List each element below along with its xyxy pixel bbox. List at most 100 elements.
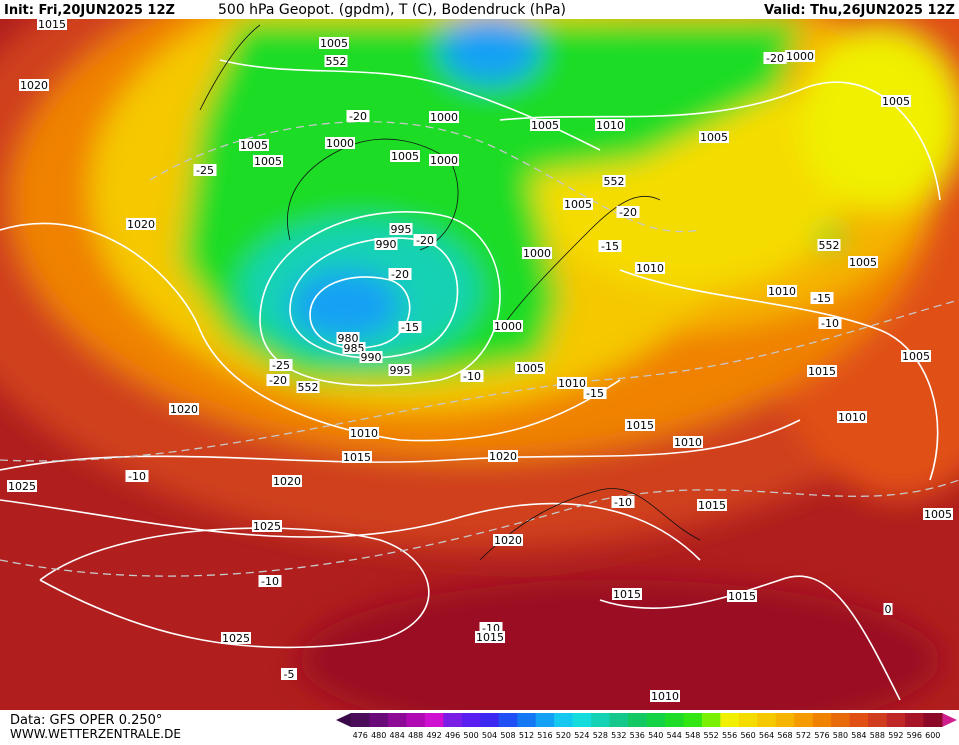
scale-swatch — [591, 713, 611, 727]
isobar — [39, 527, 430, 649]
scale-swatch — [443, 713, 463, 727]
scale-label: 512 — [519, 731, 534, 740]
label-box — [557, 377, 587, 389]
scale-label: 596 — [907, 731, 922, 740]
label-box — [37, 19, 67, 30]
label-box — [602, 175, 626, 187]
isotherm — [149, 121, 701, 233]
isoline-label: 1005 — [564, 198, 592, 211]
scale-label: 536 — [630, 731, 645, 740]
isobar — [0, 499, 701, 561]
label-box — [493, 320, 523, 332]
scale-label: 544 — [667, 731, 682, 740]
label-box — [325, 137, 355, 149]
label-box — [488, 450, 518, 462]
label-box — [398, 321, 422, 333]
label-box — [625, 419, 655, 431]
scale-swatch — [831, 713, 851, 727]
isoline-label: 552 — [819, 239, 840, 252]
isoline-label: -20 — [766, 52, 784, 65]
label-box — [126, 218, 156, 230]
isoline-label: 980 — [338, 332, 359, 345]
label-box — [429, 154, 459, 166]
isoline-label: 1005 — [516, 362, 544, 375]
isoline-label: 1020 — [489, 450, 517, 463]
label-box — [493, 534, 523, 546]
label-box — [837, 411, 867, 423]
label-box — [650, 690, 680, 702]
label-box — [388, 268, 412, 280]
scale-label: 500 — [463, 731, 478, 740]
coastline — [287, 138, 459, 251]
label-box — [818, 317, 842, 329]
scale-label: 564 — [759, 731, 774, 740]
scale-swatch — [572, 713, 592, 727]
label-box — [388, 364, 412, 376]
scale-swatch — [868, 713, 888, 727]
isobar — [289, 237, 459, 359]
label-box — [266, 374, 290, 386]
label-box — [727, 590, 757, 602]
isoline-label: 1025 — [222, 632, 250, 645]
isoline-label: -10 — [614, 496, 632, 509]
isoline-label: -15 — [813, 292, 831, 305]
isoline-label: 995 — [391, 223, 412, 236]
isoline-label: -20 — [391, 268, 409, 281]
label-box — [763, 52, 787, 64]
scale-label: 568 — [777, 731, 792, 740]
label-box — [221, 632, 251, 644]
isoline-label: -20 — [416, 234, 434, 247]
scale-swatch — [701, 713, 721, 727]
isoline-label: -20 — [269, 374, 287, 387]
isoline-label: 552 — [326, 55, 347, 68]
isoline-label: 1020 — [494, 534, 522, 547]
label-box — [616, 206, 640, 218]
scale-swatch — [849, 713, 869, 727]
scale-swatch — [923, 713, 943, 727]
label-box — [807, 365, 837, 377]
isoline-label: 1015 — [613, 588, 641, 601]
isoline-label: 1010 — [596, 119, 624, 132]
scale-label: 588 — [870, 731, 885, 740]
coastline — [499, 195, 661, 331]
website: WWW.WETTERZENTRALE.DE — [10, 727, 181, 741]
isoline-label: 985 — [344, 342, 365, 355]
label-box — [475, 631, 505, 643]
isoline-label: 1015 — [626, 419, 654, 432]
isoline-label: 1005 — [320, 37, 348, 50]
label-box — [390, 150, 420, 162]
label-box — [336, 332, 360, 344]
label-box — [598, 240, 622, 252]
isoline-label: 1015 — [343, 451, 371, 464]
scale-label: 584 — [851, 731, 866, 740]
label-box — [296, 381, 320, 393]
label-box — [583, 387, 607, 399]
label-box — [169, 403, 199, 415]
isoline-label: 1005 — [700, 131, 728, 144]
isoline-label: 990 — [376, 238, 397, 251]
isoline-label: 1005 — [902, 350, 930, 363]
color-scale: 476 480 484 488 492 496 500 504 508 512 516 520 524 5… — [336, 713, 957, 740]
isoline-label: -10 — [463, 370, 481, 383]
label-box — [269, 359, 293, 371]
isobar — [619, 269, 939, 481]
label-box — [252, 520, 282, 532]
isoline-label: 552 — [298, 381, 319, 394]
scale-label: 508 — [500, 731, 515, 740]
isoline-label: 1010 — [558, 377, 586, 390]
isoline-label: 995 — [390, 364, 411, 377]
isoline-label: 1005 — [849, 256, 877, 269]
label-box — [253, 155, 283, 167]
scale-swatch — [517, 713, 537, 727]
label-box — [673, 436, 703, 448]
label-box — [848, 256, 878, 268]
scale-swatch — [757, 713, 777, 727]
label-box — [767, 285, 797, 297]
coastlines — [199, 24, 701, 561]
scale-swatch — [406, 713, 426, 727]
isoline-label: -10 — [821, 317, 839, 330]
scale-swatch — [609, 713, 629, 727]
coastline — [199, 24, 261, 111]
isoline-label: 1000 — [786, 50, 814, 63]
